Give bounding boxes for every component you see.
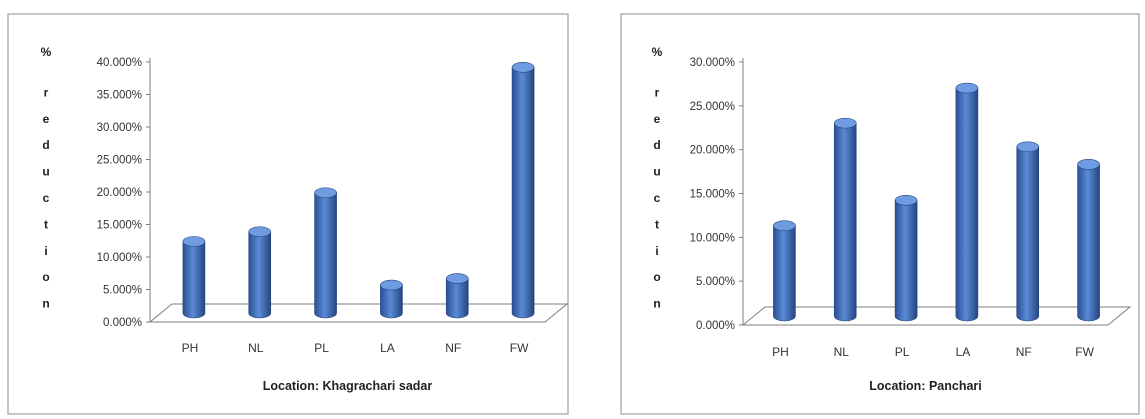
y-axis-label-glyph: % <box>41 45 52 59</box>
chart-khagrachari: 0.000% 5.000% 10.000% 15.000% 20.000% 25.000%… <box>7 13 569 415</box>
x-tick-label: LA <box>380 341 395 355</box>
bar-top-ph <box>773 220 796 232</box>
chart-panchari: 0.000% 5.000% 10.000% 15.000% 20.000% 25.000%… <box>620 13 1140 415</box>
y-axis-label-glyph: t <box>44 217 48 231</box>
bar-ph <box>773 225 796 322</box>
bar-top-la <box>955 82 979 94</box>
chart-frame <box>620 13 1140 415</box>
y-tick-label: 15.000% <box>97 220 142 232</box>
y-axis-label-glyph: o <box>42 270 49 284</box>
y-axis-label-glyph: r <box>655 85 660 99</box>
bar-top-nf <box>445 273 469 284</box>
bar-nl <box>248 231 272 319</box>
bar-top-fw <box>1077 159 1100 170</box>
bar-pl <box>894 199 918 322</box>
bar-fw <box>511 67 535 319</box>
bar-top-nl <box>248 226 272 238</box>
bar-nl <box>833 122 857 322</box>
y-tick-label: 0.000% <box>696 320 735 332</box>
bar-fw <box>1077 164 1100 322</box>
chart-frame <box>7 13 569 415</box>
y-axis-label-glyph: o <box>653 270 660 284</box>
bar-pl <box>314 192 337 319</box>
y-axis-label-glyph: t <box>655 217 659 231</box>
x-tick-label: PL <box>314 341 329 355</box>
y-tick-label: 5.000% <box>696 276 735 288</box>
x-tick-label: NF <box>445 341 461 355</box>
y-tick-label: 5.000% <box>103 285 142 297</box>
y-tick-label: 10.000% <box>690 232 735 244</box>
y-tick-label: 25.000% <box>690 101 735 113</box>
y-axis-label-glyph: c <box>43 191 50 205</box>
y-axis-label-glyph: d <box>653 138 660 152</box>
y-tick-label: 20.000% <box>97 187 142 199</box>
chart-floor <box>741 306 1132 326</box>
chart-panel-khagrachari: 0.000% 5.000% 10.000% 15.000% 20.000% 25.000%… <box>0 0 572 419</box>
bar-nf <box>445 278 469 319</box>
x-tick-label: NF <box>1016 345 1032 359</box>
y-axis-label-glyph: % <box>652 45 663 59</box>
y-tick-label: 10.000% <box>97 252 142 264</box>
y-tick-label: 20.000% <box>690 145 735 157</box>
y-axis-label-glyph: e <box>654 112 661 126</box>
y-tick-label: 35.000% <box>97 90 142 102</box>
bar-top-pl <box>314 187 337 199</box>
x-tick-label: NL <box>248 341 264 355</box>
y-axis-label-glyph: c <box>654 191 661 205</box>
y-tick-label: 15.000% <box>690 189 735 201</box>
x-axis-label: Location: Panchari <box>869 379 982 393</box>
y-axis-label-glyph: i <box>44 244 47 258</box>
y-tick-label: 25.000% <box>97 155 142 167</box>
bar-top-ph <box>182 236 206 247</box>
y-axis-label-glyph: i <box>655 244 658 258</box>
bar-ph <box>182 241 206 319</box>
y-axis-label-glyph: u <box>42 165 49 179</box>
chart-panel-panchari: 0.000% 5.000% 10.000% 15.000% 20.000% 25.000%… <box>573 0 1145 419</box>
y-tick-label: 40.000% <box>97 57 142 69</box>
x-axis-label: Location: Khagrachari sadar <box>263 379 433 393</box>
y-axis-label-glyph: u <box>653 165 660 179</box>
bar-top-la <box>380 279 403 291</box>
y-axis-label-glyph: d <box>42 138 49 152</box>
y-axis-label-glyph: e <box>43 112 50 126</box>
bar-nf <box>1016 146 1040 322</box>
x-tick-label: NL <box>834 345 850 359</box>
y-tick-label: 30.000% <box>97 122 142 134</box>
x-tick-label: FW <box>1075 345 1094 359</box>
x-tick-label: PH <box>182 341 199 355</box>
bar-top-pl <box>894 194 918 206</box>
y-axis-label-glyph: r <box>44 85 49 99</box>
bar-top-nf <box>1016 141 1040 153</box>
bar-la <box>380 284 403 319</box>
y-axis-label-glyph: n <box>42 297 49 311</box>
x-tick-label: LA <box>956 345 971 359</box>
chart-floor <box>148 303 569 323</box>
y-tick-label: 30.000% <box>690 57 735 69</box>
bar-top-fw <box>511 62 535 73</box>
x-tick-label: FW <box>510 341 529 355</box>
bar-la <box>955 87 979 322</box>
bar-top-nl <box>833 117 857 129</box>
x-tick-label: PL <box>895 345 910 359</box>
x-tick-label: PH <box>772 345 789 359</box>
y-axis-label-glyph: n <box>653 297 660 311</box>
y-tick-label: 0.000% <box>103 317 142 329</box>
